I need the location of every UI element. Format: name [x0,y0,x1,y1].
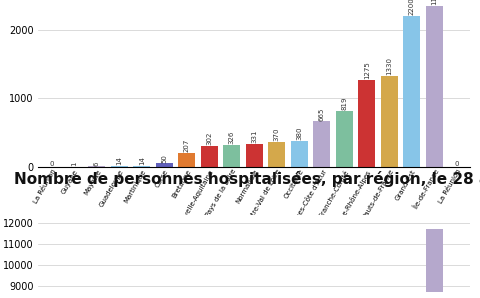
Text: 819: 819 [341,97,348,110]
Bar [133,166,150,167]
Text: 11700: 11700 [432,0,437,5]
Bar [224,145,240,167]
Text: 665: 665 [319,107,325,120]
Bar [426,0,443,167]
Text: 370: 370 [274,127,280,141]
Text: 50: 50 [161,154,168,163]
Bar [359,80,375,167]
Bar [179,153,195,167]
Text: 6: 6 [94,161,100,166]
Bar [336,111,353,167]
Bar [291,141,308,167]
Text: 1330: 1330 [386,57,392,75]
Text: 207: 207 [184,139,190,152]
Text: 380: 380 [296,127,302,140]
Text: 302: 302 [206,132,212,145]
Text: 2200: 2200 [409,0,415,15]
Text: 14: 14 [139,156,145,165]
Text: 0: 0 [49,161,54,167]
Bar [381,76,398,167]
Text: 14: 14 [116,156,122,165]
Text: 1275: 1275 [364,61,370,79]
Text: 326: 326 [229,130,235,144]
Bar [268,142,285,167]
Text: 1: 1 [72,162,77,166]
Bar [246,144,263,167]
Bar [426,229,443,298]
Bar [156,164,173,167]
Text: 331: 331 [252,130,257,143]
Text: Nombre de personnes hospitalisées, par région, le 28 avril: Nombre de personnes hospitalisées, par r… [14,171,480,187]
Bar [313,121,330,167]
Bar [111,166,128,167]
Bar [201,146,218,167]
Bar [404,16,420,167]
Text: 0: 0 [455,161,459,167]
